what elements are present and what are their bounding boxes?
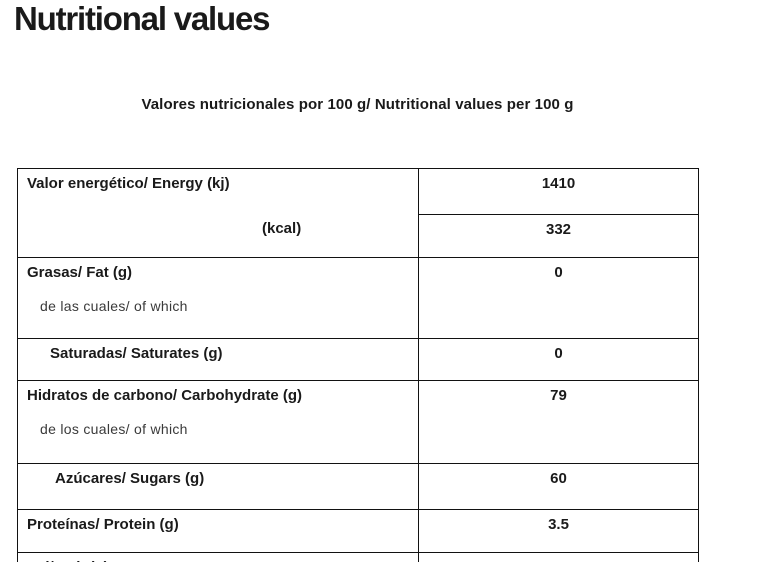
nutrient-label-protein: Proteínas/ Protein (g) <box>17 509 419 553</box>
nutrient-label-cell-carbohydrate: Hidratos de carbono/ Carbohydrate (g) de… <box>17 380 419 464</box>
nutrient-value-protein: 3.5 <box>418 509 699 553</box>
table-row-energy-kcal: (kcal) 332 <box>17 214 699 258</box>
nutrient-value-fat: 0 <box>418 257 699 339</box>
nutrient-sublabel-fat-of-which: de las cuales/ of which <box>40 298 188 314</box>
page-title: Nutritional values <box>14 0 270 37</box>
table-row-sugars: Azúcares/ Sugars (g) 60 <box>17 463 699 510</box>
nutrient-label-salt: Sal/ Salt (g) <box>17 552 419 562</box>
nutrient-value-energy-kcal: 332 <box>418 214 699 258</box>
nutrient-label-saturates: Saturadas/ Saturates (g) <box>17 338 419 381</box>
nutrient-value-energy-kj: 1410 <box>418 168 699 215</box>
table-row-energy-kj: Valor energético/ Energy (kj) 1410 <box>17 168 699 215</box>
nutrition-table: Valor energético/ Energy (kj) 1410 (kcal… <box>17 168 699 562</box>
nutrient-label-cell-fat: Grasas/ Fat (g) de las cuales/ of which <box>17 257 419 339</box>
table-subtitle: Valores nutricionales por 100 g/ Nutriti… <box>141 96 574 113</box>
nutrient-label-energy-kj: Valor energético/ Energy (kj) <box>17 168 419 215</box>
table-row-carbohydrate: Hidratos de carbono/ Carbohydrate (g) de… <box>17 380 699 464</box>
nutrient-label-energy-kcal: (kcal) <box>17 214 419 258</box>
nutrient-label-sugars: Azúcares/ Sugars (g) <box>17 463 419 510</box>
nutrient-label-fat: Grasas/ Fat (g) <box>27 264 133 281</box>
nutrient-value-carbohydrate: 79 <box>418 380 699 464</box>
table-row-protein: Proteínas/ Protein (g) 3.5 <box>17 509 699 553</box>
table-row-saturates: Saturadas/ Saturates (g) 0 <box>17 338 699 381</box>
table-row-salt: Sal/ Salt (g) 0.10 <box>17 552 699 562</box>
nutrient-value-salt: 0.10 <box>418 552 699 562</box>
nutrient-value-sugars: 60 <box>418 463 699 510</box>
nutrient-label-carbohydrate: Hidratos de carbono/ Carbohydrate (g) <box>27 387 303 404</box>
nutrient-sublabel-carbohydrate-of-which: de los cuales/ of which <box>40 421 188 437</box>
nutrient-value-saturates: 0 <box>418 338 699 381</box>
table-row-fat: Grasas/ Fat (g) de las cuales/ of which … <box>17 257 699 339</box>
